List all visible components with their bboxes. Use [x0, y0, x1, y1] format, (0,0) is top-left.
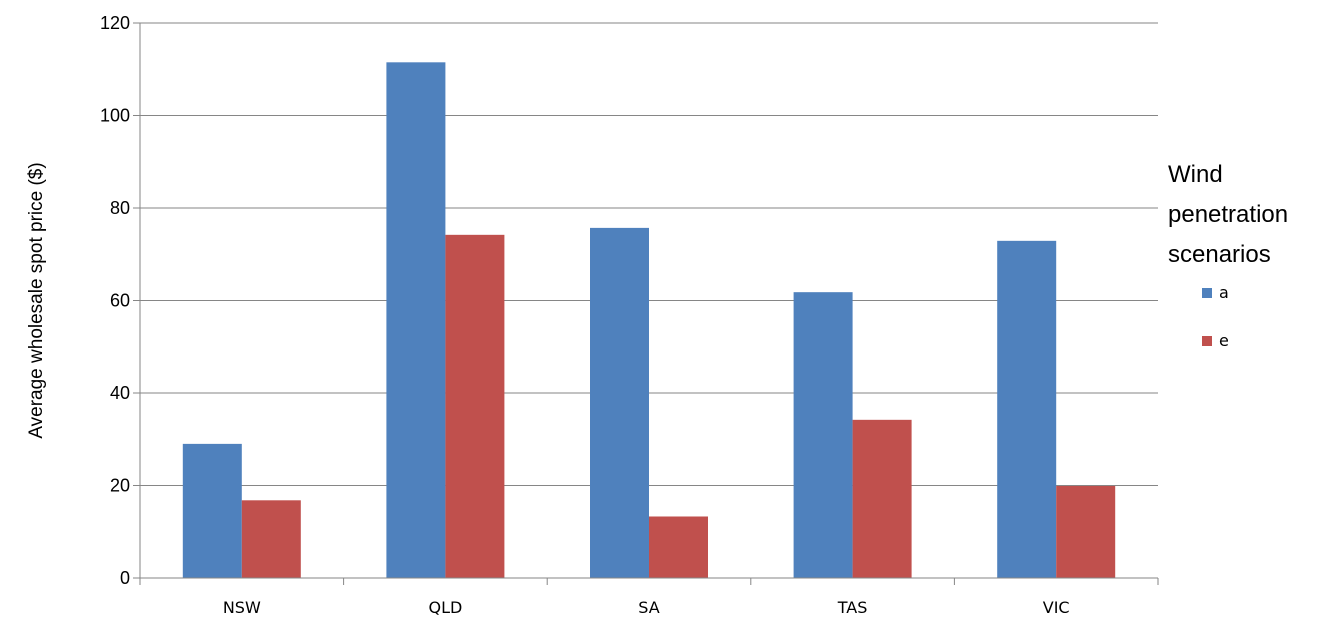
axes: [139, 23, 1158, 579]
bar-e-nsw: [241, 500, 301, 578]
bar-a-sa: [590, 227, 649, 578]
y-tick-label: 120: [100, 13, 130, 33]
bar-a-qld: [386, 62, 446, 578]
legend-title-line-3: scenarios: [1168, 241, 1271, 268]
x-tick-label: QLD: [428, 598, 462, 617]
legend: Wind penetration scenarios ae: [1168, 161, 1288, 350]
y-tick-label: 100: [100, 106, 130, 126]
bar-a-nsw: [182, 443, 242, 578]
legend-title-line-2: penetration: [1168, 201, 1288, 228]
legend-title-line-1: Wind: [1168, 161, 1223, 188]
legend-swatch-a: [1202, 288, 1212, 298]
y-tick-label: 40: [110, 383, 130, 403]
y-tick-label: 0: [120, 568, 130, 588]
x-tick-label: VIC: [1043, 598, 1070, 617]
bar-a-vic: [997, 240, 1057, 578]
y-axis-label: Average wholesale spot price ($): [26, 162, 47, 438]
y-tick-label: 20: [110, 476, 130, 496]
legend-label-a: a: [1219, 283, 1229, 302]
bar-e-vic: [1056, 485, 1116, 578]
bars: [182, 62, 1116, 578]
legend-swatch-e: [1202, 336, 1212, 346]
x-tick-labels: NSW QLD SA TAS VIC: [139, 578, 1159, 617]
bar-e-tas: [852, 419, 912, 578]
bar-a-tas: [793, 292, 853, 578]
legend-label-e: e: [1219, 331, 1229, 350]
x-tick-label: TAS: [837, 598, 868, 617]
bar-e-sa: [649, 516, 708, 578]
x-tick-label: SA: [638, 598, 659, 617]
legend-items: ae: [1202, 283, 1229, 350]
y-tick-label: 60: [110, 291, 130, 311]
y-tick-labels: 0 20 40 60 80 100 120: [100, 13, 130, 588]
x-tick-label: NSW: [223, 598, 261, 617]
y-tick-label: 80: [110, 198, 130, 218]
bar-e-qld: [445, 234, 505, 578]
